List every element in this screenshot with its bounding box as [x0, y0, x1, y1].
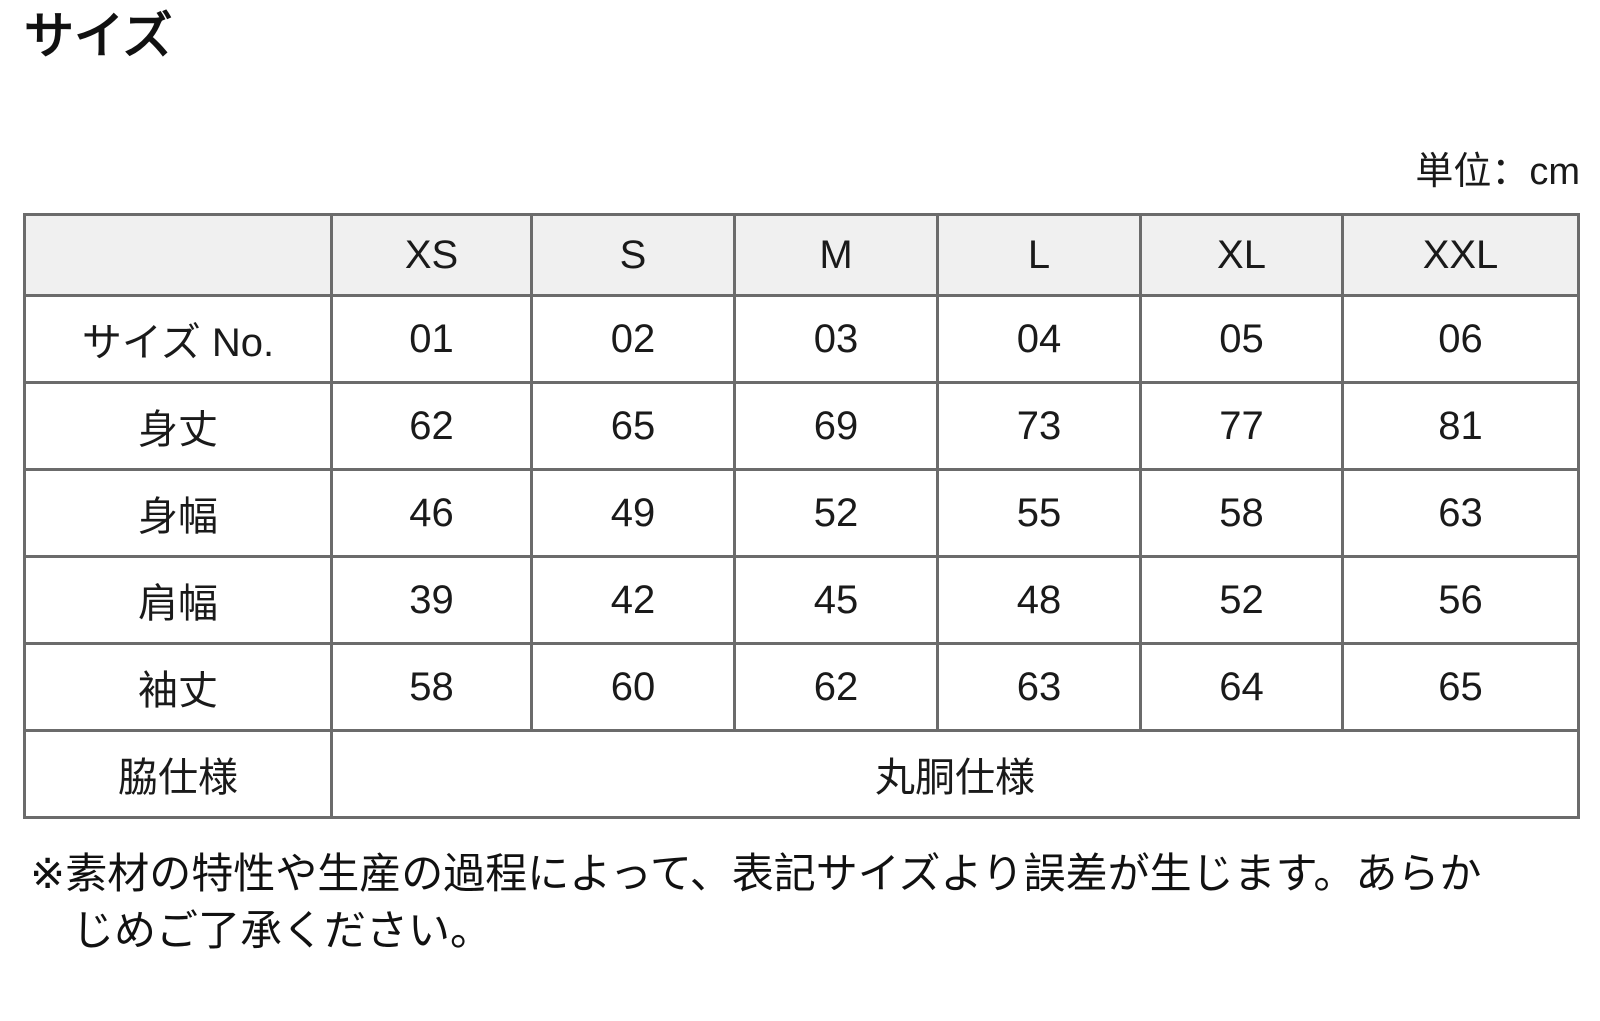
- cell-body-width-s: 49: [530, 468, 736, 558]
- cell-sleeve-length-xxl: 65: [1341, 642, 1580, 732]
- row-label-body-width: 身幅: [23, 468, 333, 558]
- size-table-header-row: XS S M L XL XXL: [23, 213, 1580, 297]
- cell-shoulder-width-s: 42: [530, 555, 736, 645]
- unit-label: 単位：cm: [1415, 151, 1580, 193]
- table-row-body-width: 身幅 46 49 52 55 58 63: [23, 468, 1580, 558]
- cell-size-no-xxl: 06: [1341, 294, 1580, 384]
- row-label-side-spec: 脇仕様: [23, 729, 333, 819]
- row-label-size-no: サイズ No.: [23, 294, 333, 384]
- cell-shoulder-width-xs: 39: [330, 555, 533, 645]
- cell-body-width-xl: 58: [1139, 468, 1344, 558]
- cell-body-width-l: 55: [936, 468, 1142, 558]
- column-header-xxl: XXL: [1341, 213, 1580, 297]
- cell-size-no-xs: 01: [330, 294, 533, 384]
- cell-body-length-s: 65: [530, 381, 736, 471]
- table-row-sleeve-length: 袖丈 58 60 62 63 64 65: [23, 642, 1580, 732]
- column-header-m: M: [733, 213, 939, 297]
- footer-note: ※素材の特性や生産の過程によって、表記サイズより誤差が生じます。あらか じめご了…: [30, 850, 1482, 954]
- cell-size-no-s: 02: [530, 294, 736, 384]
- cell-shoulder-width-l: 48: [936, 555, 1142, 645]
- cell-body-length-m: 69: [733, 381, 939, 471]
- cell-body-width-m: 52: [733, 468, 939, 558]
- cell-size-no-m: 03: [733, 294, 939, 384]
- cell-body-length-xl: 77: [1139, 381, 1344, 471]
- cell-size-no-l: 04: [936, 294, 1142, 384]
- table-row-size-no: サイズ No. 01 02 03 04 05 06: [23, 294, 1580, 384]
- cell-sleeve-length-xs: 58: [330, 642, 533, 732]
- column-header-xl: XL: [1139, 213, 1344, 297]
- table-row-shoulder-width: 肩幅 39 42 45 48 52 56: [23, 555, 1580, 645]
- row-label-shoulder-width: 肩幅: [23, 555, 333, 645]
- cell-shoulder-width-xxl: 56: [1341, 555, 1580, 645]
- table-row-body-length: 身丈 62 65 69 73 77 81: [23, 381, 1580, 471]
- cell-body-width-xs: 46: [330, 468, 533, 558]
- cell-sleeve-length-l: 63: [936, 642, 1142, 732]
- column-header-s: S: [530, 213, 736, 297]
- cell-body-length-xxl: 81: [1341, 381, 1580, 471]
- row-label-sleeve-length: 袖丈: [23, 642, 333, 732]
- column-header-xs: XS: [330, 213, 533, 297]
- column-header-l: L: [936, 213, 1142, 297]
- cell-body-width-xxl: 63: [1341, 468, 1580, 558]
- corner-cell: [23, 213, 333, 297]
- size-table: XS S M L XL XXL サイズ No. 01 02 03 04 05 0…: [23, 213, 1580, 819]
- cell-sleeve-length-xl: 64: [1139, 642, 1344, 732]
- cell-sleeve-length-s: 60: [530, 642, 736, 732]
- table-row-side-spec: 脇仕様 丸胴仕様: [23, 729, 1580, 819]
- cell-body-length-xs: 62: [330, 381, 533, 471]
- cell-shoulder-width-m: 45: [733, 555, 939, 645]
- row-label-body-length: 身丈: [23, 381, 333, 471]
- cell-body-length-l: 73: [936, 381, 1142, 471]
- page-title: サイズ: [24, 8, 173, 64]
- cell-size-no-xl: 05: [1139, 294, 1344, 384]
- cell-sleeve-length-m: 62: [733, 642, 939, 732]
- cell-shoulder-width-xl: 52: [1139, 555, 1344, 645]
- cell-side-spec-value: 丸胴仕様: [330, 729, 1580, 819]
